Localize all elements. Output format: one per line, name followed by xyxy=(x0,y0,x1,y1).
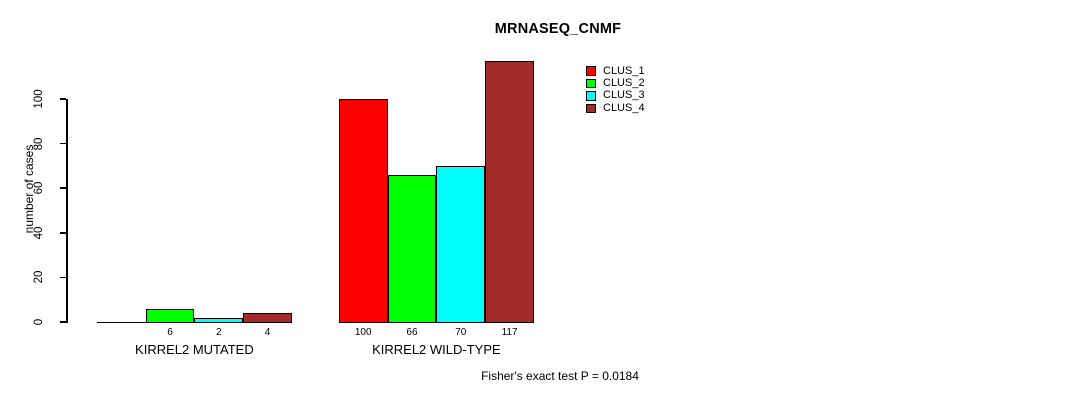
legend-label: CLUS_1 xyxy=(603,64,645,77)
bar xyxy=(485,61,534,323)
y-axis-tick xyxy=(59,98,66,100)
legend-swatch xyxy=(586,91,596,101)
y-axis-tick xyxy=(59,276,66,279)
bar xyxy=(387,174,437,323)
bar-value-label: 117 xyxy=(501,326,518,338)
y-axis-tick-label: 0 xyxy=(32,318,45,326)
bar xyxy=(338,99,388,323)
bar-value-label: 66 xyxy=(406,326,418,338)
bar-value-label: 100 xyxy=(354,326,372,338)
y-axis-tick-label: 40 xyxy=(32,226,45,240)
y-axis-tick xyxy=(59,232,66,234)
legend-item: CLUS_2 xyxy=(586,77,645,89)
legend-item: CLUS_3 xyxy=(586,90,645,102)
bar-zero-line xyxy=(96,321,146,323)
y-axis-tick xyxy=(59,321,66,323)
legend-swatch xyxy=(586,66,596,76)
bar-value-label: 70 xyxy=(455,326,467,338)
legend-swatch xyxy=(586,103,596,114)
group-label: KIRREL2 WILD-TYPE xyxy=(372,341,501,357)
y-axis-tick-label: 100 xyxy=(32,89,45,109)
bar xyxy=(436,165,486,323)
y-axis-tick xyxy=(59,187,66,189)
bar-value-label: 4 xyxy=(264,326,271,338)
bar-value-label: 2 xyxy=(216,326,222,338)
footer-annotation: Fisher's exact test P = 0.0184 xyxy=(481,369,639,383)
legend-label: CLUS_2 xyxy=(603,77,645,90)
legend-label: CLUS_4 xyxy=(603,101,645,114)
bar-value-label: 6 xyxy=(167,326,173,338)
y-axis-tick-label: 20 xyxy=(32,270,45,284)
y-axis-line xyxy=(66,98,68,323)
bar xyxy=(243,313,292,323)
bar xyxy=(145,308,195,323)
chart-title: MRNASEQ_CNMF xyxy=(494,21,622,37)
legend-label: CLUS_3 xyxy=(603,89,645,102)
legend-item: CLUS_4 xyxy=(586,102,645,114)
legend: CLUS_1 CLUS_2 CLUS_3 CLUS_4 xyxy=(586,65,645,115)
bar xyxy=(194,317,244,323)
y-axis-tick-label: 60 xyxy=(32,181,45,195)
y-axis-tick-label: 80 xyxy=(32,137,45,150)
legend-item: CLUS_1 xyxy=(586,65,645,77)
y-axis-tick xyxy=(59,142,66,145)
group-label: KIRREL2 MUTATED xyxy=(135,341,254,357)
legend-swatch xyxy=(586,78,596,89)
